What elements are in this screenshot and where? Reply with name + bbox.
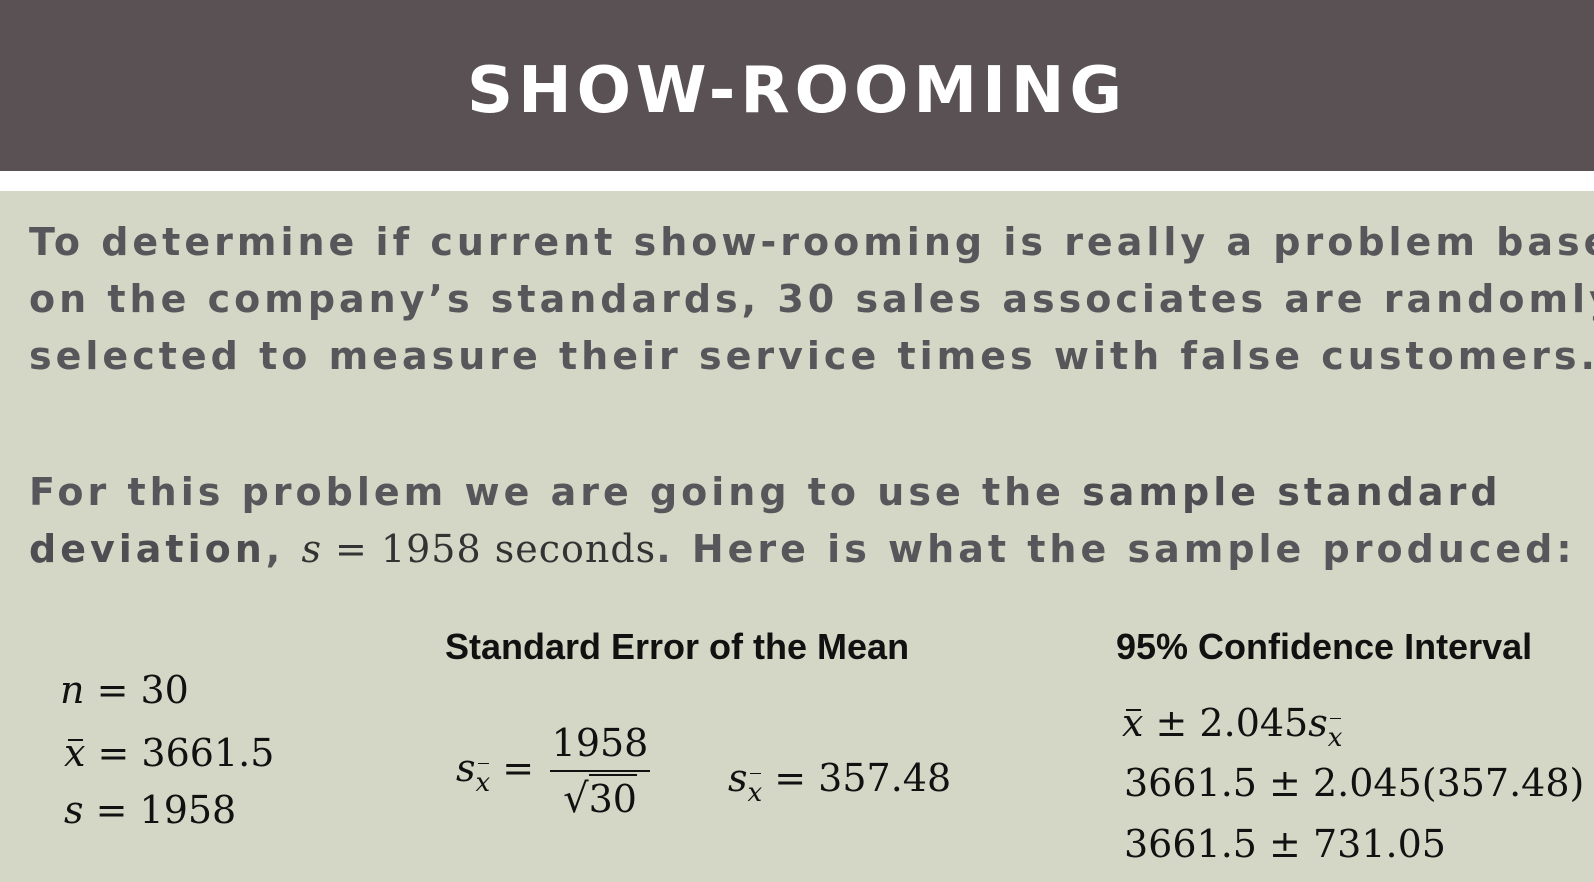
n-value: = 30 <box>84 668 189 712</box>
ci-xbar: x <box>1122 698 1143 748</box>
sd-variable: s <box>301 527 322 571</box>
sem-eq: = <box>490 746 535 790</box>
sd-equation: s = 1958 seconds <box>301 527 656 571</box>
method-paragraph: For this problem we are going to use the… <box>29 464 1576 578</box>
method-line-2: deviation, s = 1958 seconds. Here is wha… <box>29 521 1576 578</box>
sem-numerator: 1958 <box>550 718 650 772</box>
sem-result-value: = 357.48 <box>762 756 952 800</box>
intro-line-3: selected to measure their service times … <box>29 334 1594 378</box>
method-text: For this problem we are going to use the <box>29 470 1083 514</box>
sem-formula-lhs: sx = <box>456 743 534 798</box>
title-divider <box>0 171 1594 191</box>
method-text-end: . Here is what the sample produced: <box>656 527 1576 571</box>
sqrt-argument: 30 <box>588 774 637 821</box>
s-value: = 1958 <box>83 788 237 832</box>
sem-result-sub: x <box>748 768 762 818</box>
xbar-equation: x = 3661.5 <box>64 728 274 778</box>
ci-multiplier: ± 2.045 <box>1143 701 1309 745</box>
standard-error-heading: Standard Error of the Mean <box>445 626 910 667</box>
sqrt-symbol: √ <box>563 776 589 822</box>
sem-result: sx = 357.48 <box>728 753 951 808</box>
n-variable: n <box>60 668 85 712</box>
n-equation: n = 30 <box>60 665 189 715</box>
sd-value: = 1958 seconds <box>321 527 657 571</box>
sem-fraction: 1958 √30 <box>550 718 650 824</box>
slide-title: SHOW-ROOMING <box>466 54 1128 128</box>
intro-paragraph: To determine if current show-rooming is … <box>29 214 1594 385</box>
deviation-term: deviation <box>29 527 266 571</box>
intro-line-2: on the company’s standards, 30 sales ass… <box>29 277 1594 321</box>
ci-s: s <box>1308 701 1328 745</box>
ci-sub: x <box>1328 713 1342 763</box>
ci-result: 3661.5 ± 731.05 <box>1124 822 1446 866</box>
s-variable: s <box>64 788 84 832</box>
method-line-1: For this problem we are going to use the… <box>29 464 1576 521</box>
sem-denominator: √30 <box>550 772 650 824</box>
s-equation: s = 1958 <box>64 785 236 835</box>
sem-s: s <box>456 746 476 790</box>
xbar-value: = 3661.5 <box>85 731 275 775</box>
sample-sd-term: sample standard <box>1082 470 1502 514</box>
confidence-interval-heading: 95% Confidence Interval <box>1116 626 1533 667</box>
ci-substitution: 3661.5 ± 2.045(357.48) <box>1124 761 1585 805</box>
sem-sub: x <box>476 758 490 808</box>
title-bar <box>0 0 1594 171</box>
intro-line-1: To determine if current show-rooming is … <box>29 220 1594 264</box>
comma: , <box>265 527 302 571</box>
ci-formula: x ± 2.045sx <box>1122 698 1342 753</box>
xbar-variable: x <box>64 728 85 778</box>
sem-result-s: s <box>728 756 748 800</box>
